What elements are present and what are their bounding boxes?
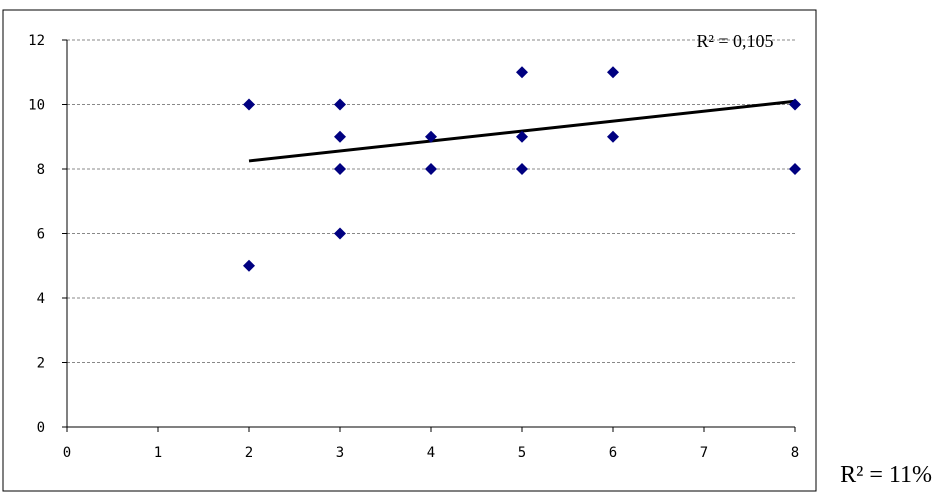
x-tick-label: 0 — [63, 445, 71, 461]
y-tick-label: 6 — [37, 227, 45, 243]
data-point — [789, 98, 801, 111]
data-point — [334, 227, 346, 240]
x-tick-label: 1 — [154, 445, 162, 461]
x-tick-label: 5 — [518, 445, 526, 461]
chart-border — [2, 9, 817, 492]
y-tick-label: 12 — [28, 33, 45, 49]
y-tick-label: 2 — [37, 356, 45, 372]
data-point — [516, 66, 528, 79]
y-tick-label: 8 — [37, 162, 45, 178]
y-tick-label: 0 — [37, 420, 45, 436]
data-point — [425, 130, 437, 143]
x-tick-label: 6 — [609, 445, 617, 461]
r-squared-annotation: R² = 0,105 — [696, 31, 773, 51]
x-tick-label: 8 — [791, 445, 799, 461]
axes — [62, 39, 796, 432]
data-point — [607, 130, 619, 143]
data-point — [516, 130, 528, 143]
data-point — [334, 130, 346, 143]
y-tick-label: 4 — [37, 291, 45, 307]
data-point — [789, 163, 801, 175]
x-tick-label: 3 — [336, 445, 344, 461]
data-point — [334, 98, 346, 111]
gridlines — [67, 39, 795, 363]
x-tick-label: 4 — [427, 445, 435, 461]
x-tick-label: 2 — [245, 445, 253, 461]
data-point — [607, 66, 619, 79]
data-point — [425, 163, 437, 175]
data-point — [516, 163, 528, 175]
y-tick-label: 10 — [28, 98, 45, 114]
data-points — [243, 66, 801, 272]
data-point — [243, 98, 255, 111]
data-point — [334, 163, 346, 175]
data-point — [243, 259, 255, 272]
x-tick-label: 7 — [700, 445, 708, 461]
caption-text: R² = 11% — [840, 462, 932, 488]
